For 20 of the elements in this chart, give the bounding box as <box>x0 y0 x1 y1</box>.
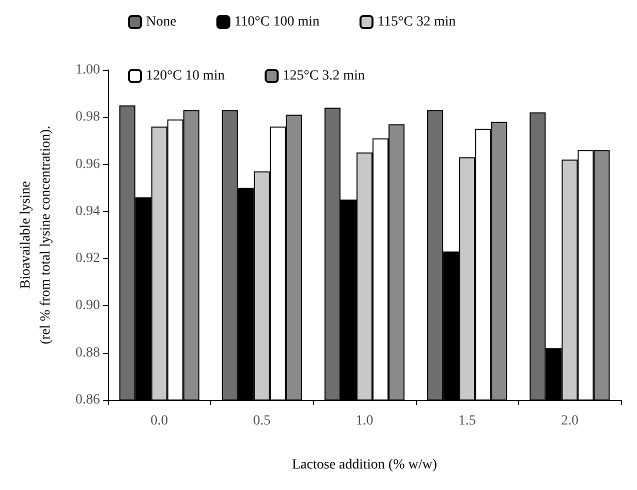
legend-label: 125°C 3.2 min <box>282 68 365 84</box>
x-axis-title: Lactose addition (% w/w) <box>292 458 438 472</box>
x-tick-label: 0.0 <box>150 414 168 428</box>
legend-label: 120°C 10 min <box>146 68 225 84</box>
y-tick-label: 0.94 <box>76 204 100 219</box>
y-axis-title: Bioavailable lysine (rel % from total lysine concentration). <box>18 126 54 344</box>
x-tick-label: 2.0 <box>560 414 578 428</box>
legend-label: None <box>146 14 176 30</box>
y-tick-label: 0.98 <box>76 110 100 125</box>
x-tick-label: 1.5 <box>458 414 476 428</box>
y-tick-label: 1.00 <box>76 62 100 78</box>
y-tick-label: 0.96 <box>76 156 100 172</box>
x-tick-label: 0.5 <box>253 414 271 428</box>
y-tick-label: 0.88 <box>76 345 100 360</box>
y-tick-label: 0.86 <box>76 392 100 408</box>
y-tick-label: 0.92 <box>76 251 100 266</box>
legend-label: 115°C 32 min <box>378 14 456 30</box>
x-tick-label: 1.0 <box>356 414 374 428</box>
legend-label: 110°C 100 min <box>234 14 320 30</box>
y-tick-label: 0.90 <box>76 298 100 314</box>
